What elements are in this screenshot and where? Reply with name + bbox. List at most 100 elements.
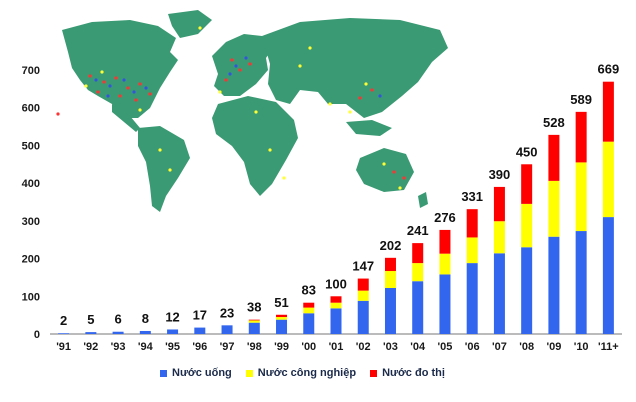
bar-segment-urban bbox=[521, 164, 533, 204]
y-tick-label: 100 bbox=[22, 291, 40, 303]
bar-segment-drinking bbox=[85, 332, 97, 334]
bar-segment-industrial bbox=[303, 307, 315, 314]
bars bbox=[58, 81, 614, 334]
bar-segment-urban bbox=[439, 229, 451, 254]
bar-segment-drinking bbox=[384, 287, 396, 334]
bar-segment-industrial bbox=[412, 263, 424, 282]
bar-segment-drinking bbox=[139, 330, 151, 334]
x-tick-label: '10 bbox=[574, 341, 589, 353]
bar-segment-urban bbox=[412, 243, 424, 264]
x-tick-label: '09 bbox=[546, 341, 561, 353]
bar-segment-urban bbox=[493, 186, 505, 222]
x-tick-label: '08 bbox=[519, 341, 534, 353]
y-tick-label: 700 bbox=[22, 65, 40, 77]
y-tick-label: 600 bbox=[22, 103, 40, 115]
bar-segment-urban bbox=[248, 319, 260, 321]
y-tick-label: 200 bbox=[22, 254, 40, 266]
legend-swatch-red bbox=[370, 369, 378, 377]
bar-total-label: 5 bbox=[87, 312, 94, 327]
bar-segment-industrial bbox=[466, 237, 478, 264]
bar-segment-drinking bbox=[493, 253, 505, 334]
x-tick-label: '04 bbox=[410, 341, 426, 353]
bar-segment-industrial bbox=[276, 317, 288, 320]
bar-segment-drinking bbox=[548, 236, 560, 334]
axes: 0 100 200 300 400 500 600 700 '91 '92 '93 '94 '95 '96… bbox=[22, 65, 622, 353]
bar-total-label: 83 bbox=[302, 283, 316, 298]
world-map-image bbox=[56, 10, 448, 212]
bar-segment-drinking bbox=[357, 300, 369, 334]
bar-segment-industrial bbox=[493, 221, 505, 254]
y-tick-label: 400 bbox=[22, 178, 40, 190]
y-tick-label: 0 bbox=[34, 329, 40, 341]
bar-total-label: 17 bbox=[193, 308, 207, 323]
x-tick-label: '91 bbox=[56, 341, 71, 353]
bar-segment-drinking bbox=[167, 329, 179, 334]
bar-segment-drinking bbox=[58, 333, 70, 334]
y-tick-label: 300 bbox=[22, 216, 40, 228]
bar-segment-drinking bbox=[194, 327, 206, 334]
bar-segment-drinking bbox=[303, 313, 315, 334]
legend-swatch-blue bbox=[160, 369, 167, 377]
bar-segment-urban bbox=[276, 314, 288, 318]
bar-total-label: 147 bbox=[352, 259, 374, 274]
bar-segment-industrial bbox=[575, 162, 587, 232]
bar-total-label: 23 bbox=[220, 305, 234, 320]
bar-segment-urban bbox=[384, 257, 396, 272]
bar-total-label: 276 bbox=[434, 210, 456, 225]
x-tick-label: '00 bbox=[301, 341, 316, 353]
bar-segment-urban bbox=[357, 278, 369, 291]
x-tick-label: '96 bbox=[192, 341, 207, 353]
bar-total-label: 589 bbox=[570, 92, 592, 107]
bar-total-label: 331 bbox=[461, 189, 483, 204]
bar-segment-drinking bbox=[221, 325, 233, 334]
bar-segment-drinking bbox=[330, 308, 342, 334]
legend-swatch-yellow bbox=[245, 369, 253, 377]
x-tick-label: '94 bbox=[138, 341, 154, 353]
bar-segment-industrial bbox=[357, 290, 369, 301]
bar-total-label: 669 bbox=[598, 62, 620, 77]
bar-segment-urban bbox=[548, 134, 560, 181]
legend-label: Nước uống bbox=[172, 367, 232, 379]
bar-total-label: 390 bbox=[489, 167, 511, 182]
bar-segment-drinking bbox=[248, 322, 260, 334]
bar-total-label: 100 bbox=[325, 276, 347, 291]
bar-segment-industrial bbox=[548, 180, 560, 237]
bar-segment-industrial bbox=[248, 320, 260, 323]
bar-total-label: 528 bbox=[543, 115, 565, 130]
bar-segment-drinking bbox=[439, 274, 451, 334]
x-tick-label: '06 bbox=[465, 341, 480, 353]
x-tick-label: '05 bbox=[438, 341, 453, 353]
x-tick-label: '97 bbox=[220, 341, 235, 353]
bar-total-label: 202 bbox=[380, 238, 402, 253]
bar-total-label: 450 bbox=[516, 144, 538, 159]
bar-total-label: 38 bbox=[247, 300, 261, 315]
y-tick-label: 500 bbox=[22, 140, 40, 152]
x-tick-label: '02 bbox=[356, 341, 371, 353]
bar-segment-drinking bbox=[112, 331, 124, 334]
x-tick-label: '07 bbox=[492, 341, 507, 353]
bar-segment-urban bbox=[303, 302, 315, 308]
bar-segment-industrial bbox=[602, 141, 614, 218]
x-tick-label: '95 bbox=[165, 341, 180, 353]
bar-total-label: 12 bbox=[165, 309, 179, 324]
bar-total-label: 241 bbox=[407, 223, 429, 238]
legend-label: Nước công nghiệp bbox=[257, 367, 357, 379]
x-tick-label: '99 bbox=[274, 341, 289, 353]
bar-segment-urban bbox=[330, 296, 342, 303]
legend-item-drinking: Nước uống bbox=[160, 367, 232, 379]
legend-item-industrial: Nước công nghiệp bbox=[245, 367, 357, 379]
bar-segment-drinking bbox=[602, 217, 614, 334]
legend: Nước uống Nước công nghiệp Nước đo thị bbox=[160, 367, 445, 379]
bar-segment-drinking bbox=[466, 263, 478, 334]
bar-segment-industrial bbox=[330, 302, 342, 309]
bar-total-label: 6 bbox=[114, 312, 121, 327]
bar-segment-urban bbox=[466, 209, 478, 238]
bar-segment-drinking bbox=[521, 247, 533, 334]
x-tick-label: '11+ bbox=[598, 341, 619, 353]
bar-segment-urban bbox=[575, 111, 587, 163]
x-tick-label: '01 bbox=[329, 341, 344, 353]
bar-segment-industrial bbox=[521, 203, 533, 248]
bar-segment-drinking bbox=[276, 319, 288, 334]
bar-total-label: 2 bbox=[60, 313, 67, 328]
